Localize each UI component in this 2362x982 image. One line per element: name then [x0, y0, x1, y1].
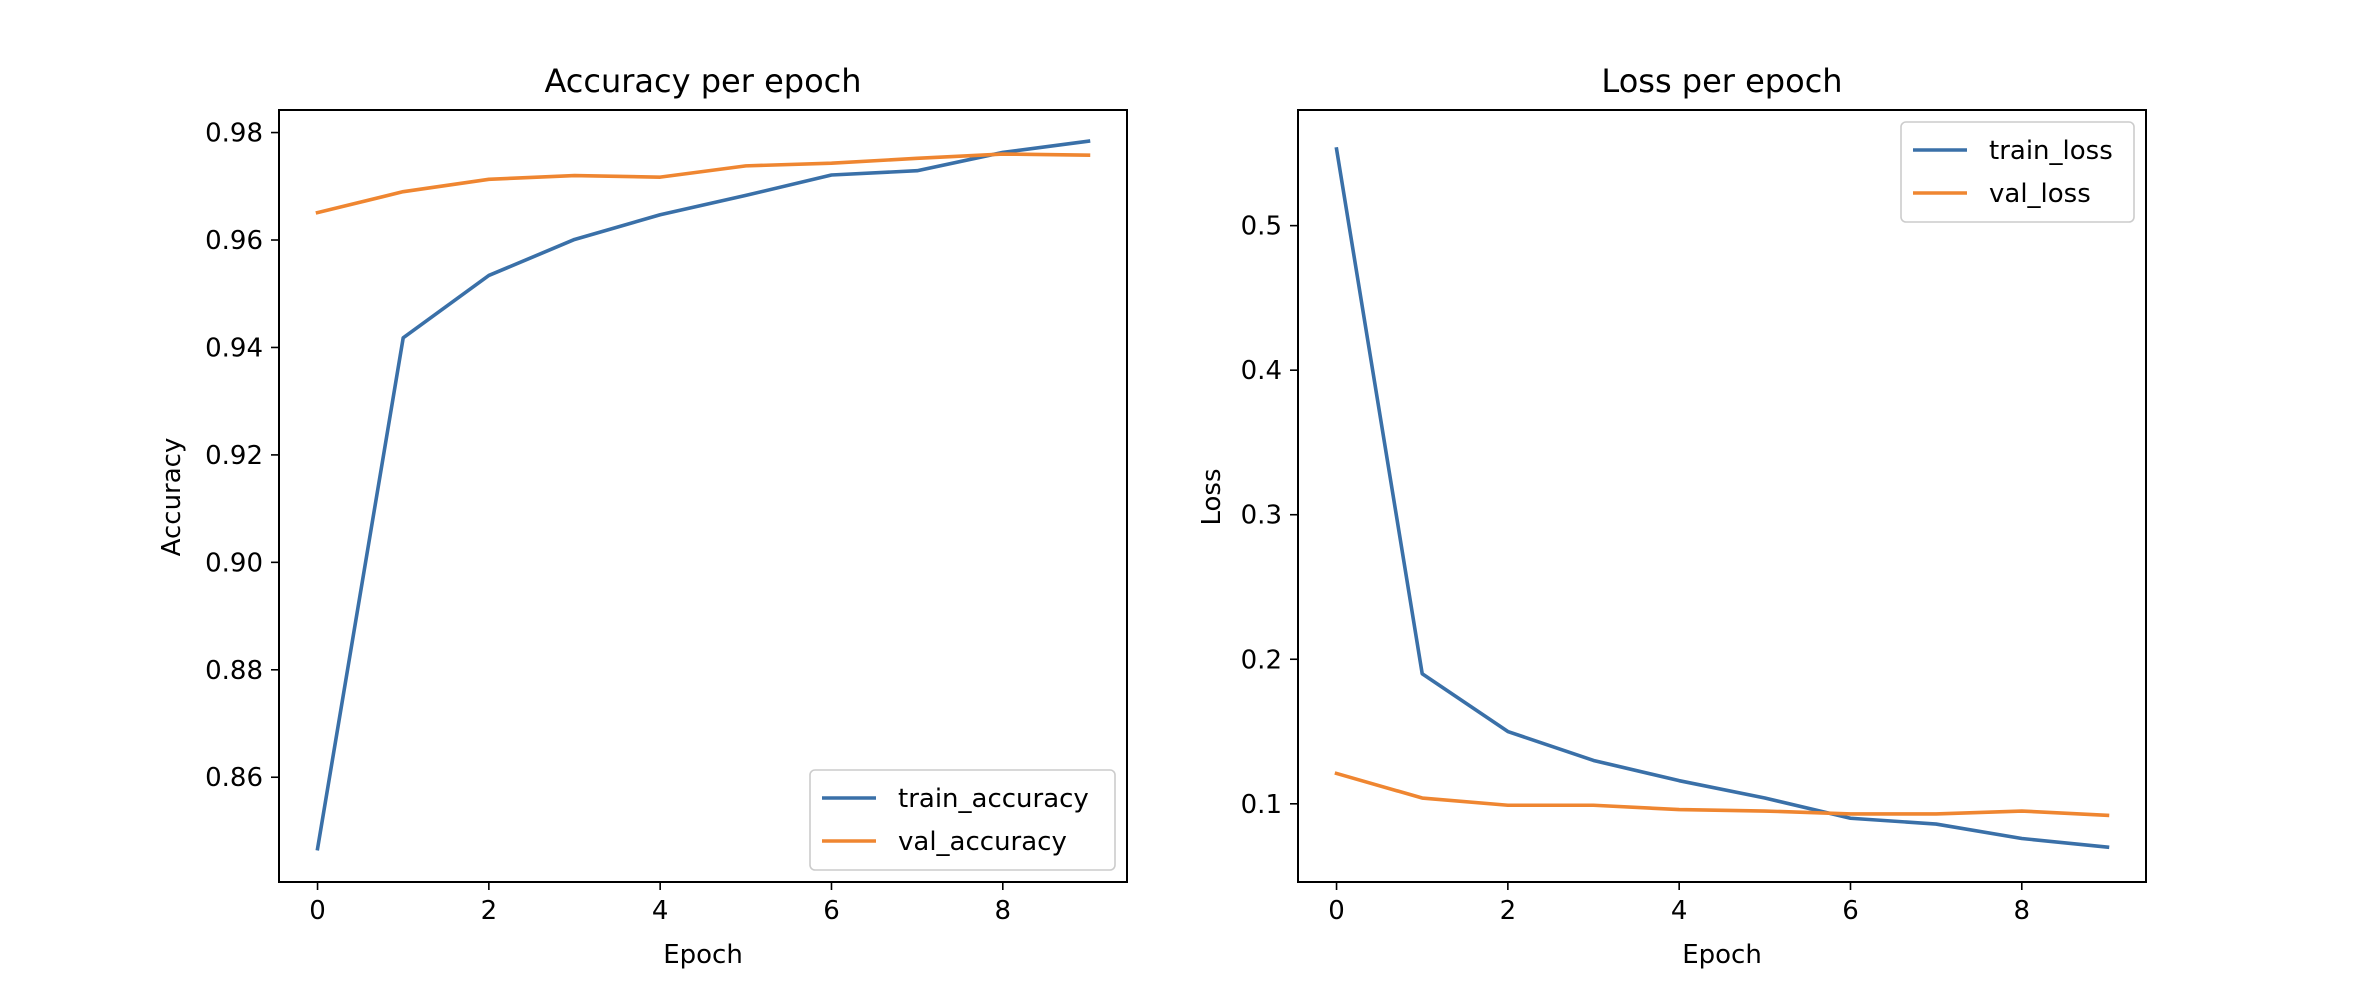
accuracy-y-tick-label: 0.90 — [205, 548, 263, 578]
loss-y-axis-label: Loss — [1197, 468, 1227, 525]
accuracy-x-tick-label: 6 — [823, 896, 840, 926]
loss-y-tick-label: 0.2 — [1241, 645, 1282, 675]
loss-y-tick-label: 0.4 — [1241, 356, 1282, 386]
accuracy-y-tick-label: 0.88 — [205, 656, 263, 686]
loss-chart: Loss per epoch 0 2 4 6 8 0.1 0.2 0.3 0.4 0.5 train… — [1197, 62, 2147, 970]
loss-y-tick-label: 0.3 — [1241, 501, 1282, 531]
loss-series-line-train-loss — [1334, 146, 2110, 850]
accuracy-y-tick-label: 0.92 — [205, 441, 263, 471]
loss-x-tick-label: 6 — [1842, 896, 1859, 926]
accuracy-plot-area: 0 2 4 6 8 0.86 0.88 0.90 0.92 0.94 0.96 0.98 train_a… — [205, 119, 1116, 926]
accuracy-x-axis-label: Epoch — [663, 940, 743, 970]
accuracy-y-tick-label: 0.94 — [205, 333, 263, 363]
loss-x-tick-label: 4 — [1671, 896, 1688, 926]
loss-series-line-val-loss — [1334, 771, 2110, 818]
loss-x-tick-label: 2 — [1500, 896, 1517, 926]
accuracy-legend-label: val_accuracy — [898, 827, 1067, 857]
accuracy-legend-box — [809, 769, 1116, 871]
loss-legend-box — [1900, 121, 2135, 223]
accuracy-y-tick-label: 0.86 — [205, 763, 263, 793]
loss-legend: train_loss val_loss — [1900, 121, 2135, 223]
accuracy-series-line-train-accuracy — [315, 139, 1091, 851]
loss-y-tick-label: 0.1 — [1241, 790, 1282, 820]
accuracy-y-tick-label: 0.98 — [205, 119, 263, 149]
accuracy-chart-title: Accuracy per epoch — [544, 62, 861, 100]
accuracy-x-tick-label: 0 — [309, 896, 326, 926]
loss-x-tick-label: 8 — [2014, 896, 2031, 926]
loss-x-tick-label: 0 — [1328, 896, 1345, 926]
accuracy-x-tick-label: 8 — [995, 896, 1012, 926]
accuracy-chart: Accuracy per epoch 0 2 4 6 8 0.86 0.88 0.90 0.92… — [157, 62, 1128, 970]
accuracy-x-tick-label: 4 — [652, 896, 669, 926]
loss-plot-area: 0 2 4 6 8 0.1 0.2 0.3 0.4 0.5 train_loss val_loss — [1241, 121, 2135, 926]
loss-legend-label: train_loss — [1989, 136, 2113, 166]
loss-legend-label: val_loss — [1989, 179, 2091, 209]
accuracy-axes-frame — [278, 109, 1128, 883]
accuracy-y-tick-label: 0.96 — [205, 226, 263, 256]
loss-x-axis-label: Epoch — [1682, 940, 1762, 970]
accuracy-y-axis-label: Accuracy — [157, 438, 187, 557]
loss-axes-frame — [1297, 109, 2147, 883]
loss-chart-title: Loss per epoch — [1601, 62, 1842, 100]
accuracy-series-line-val-accuracy — [315, 152, 1091, 215]
accuracy-legend: train_accuracy val_accuracy — [809, 769, 1116, 871]
accuracy-legend-label: train_accuracy — [898, 784, 1089, 814]
loss-y-tick-label: 0.5 — [1241, 212, 1282, 242]
accuracy-x-tick-label: 2 — [481, 896, 498, 926]
